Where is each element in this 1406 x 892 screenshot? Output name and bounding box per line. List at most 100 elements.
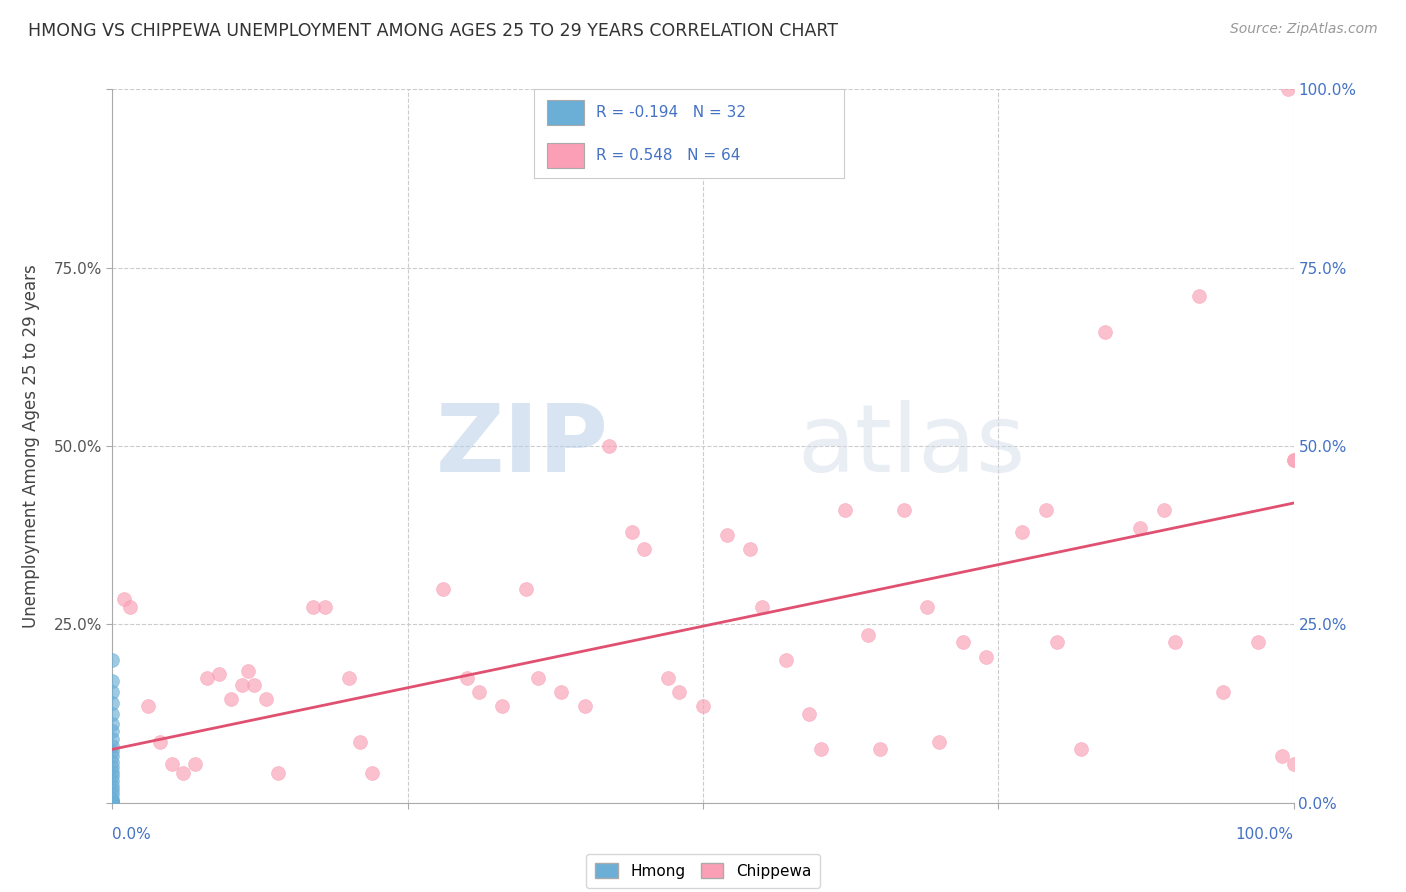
Point xyxy=(231,678,253,692)
Text: R = 0.548   N = 64: R = 0.548 N = 64 xyxy=(596,148,741,162)
Point xyxy=(456,671,478,685)
Point xyxy=(1271,749,1294,764)
Point xyxy=(172,765,194,780)
Point xyxy=(238,664,260,678)
Point xyxy=(574,699,596,714)
Point xyxy=(491,699,513,714)
Point xyxy=(101,755,124,769)
Point xyxy=(101,796,124,810)
Point xyxy=(101,787,124,801)
Point xyxy=(149,735,172,749)
Point xyxy=(302,599,325,614)
Point xyxy=(243,678,266,692)
Point xyxy=(349,735,371,749)
Point xyxy=(928,735,950,749)
Point xyxy=(775,653,797,667)
Point xyxy=(101,749,124,764)
Point xyxy=(1035,503,1057,517)
Point xyxy=(101,796,124,810)
Legend: Hmong, Chippewa: Hmong, Chippewa xyxy=(586,854,820,888)
Point xyxy=(101,779,124,793)
Point xyxy=(101,760,124,774)
Point xyxy=(1188,289,1211,303)
Point xyxy=(834,503,856,517)
Point xyxy=(952,635,974,649)
Point xyxy=(467,685,489,699)
Point xyxy=(101,795,124,809)
Text: Source: ZipAtlas.com: Source: ZipAtlas.com xyxy=(1230,22,1378,37)
Point xyxy=(267,765,290,780)
Point xyxy=(716,528,738,542)
Point xyxy=(208,667,231,681)
Point xyxy=(1282,453,1305,467)
Point xyxy=(1164,635,1187,649)
Point xyxy=(101,796,124,810)
Point xyxy=(101,796,124,810)
Text: 0.0%: 0.0% xyxy=(112,827,152,841)
Point xyxy=(120,599,142,614)
Point xyxy=(101,794,124,808)
Point xyxy=(1277,82,1299,96)
Point xyxy=(219,692,242,706)
Point xyxy=(432,582,454,596)
Point xyxy=(101,724,124,739)
Point xyxy=(1247,635,1270,649)
Text: atlas: atlas xyxy=(797,400,1026,492)
Point xyxy=(314,599,336,614)
Point xyxy=(101,796,124,810)
Point xyxy=(101,653,124,667)
Point xyxy=(751,599,773,614)
Point xyxy=(101,796,124,810)
Point xyxy=(515,582,537,596)
Text: HMONG VS CHIPPEWA UNEMPLOYMENT AMONG AGES 25 TO 29 YEARS CORRELATION CHART: HMONG VS CHIPPEWA UNEMPLOYMENT AMONG AGE… xyxy=(28,22,838,40)
Point xyxy=(101,744,124,758)
Point xyxy=(633,542,655,557)
Point xyxy=(101,731,124,746)
Y-axis label: Unemployment Among Ages 25 to 29 years: Unemployment Among Ages 25 to 29 years xyxy=(22,264,39,628)
Point xyxy=(160,756,183,771)
Point xyxy=(101,796,124,810)
FancyBboxPatch shape xyxy=(547,143,583,168)
Text: 100.0%: 100.0% xyxy=(1236,827,1294,841)
Point xyxy=(101,769,124,783)
Point xyxy=(1153,503,1175,517)
Point xyxy=(101,796,124,810)
Point xyxy=(136,699,159,714)
Point xyxy=(526,671,548,685)
Point xyxy=(1046,635,1069,649)
Point xyxy=(101,783,124,797)
Point xyxy=(254,692,277,706)
Point xyxy=(740,542,762,557)
Point xyxy=(101,706,124,721)
Point xyxy=(1094,325,1116,339)
Point xyxy=(101,791,124,805)
Point xyxy=(893,503,915,517)
Point xyxy=(668,685,690,699)
Point xyxy=(621,524,644,539)
Point xyxy=(101,774,124,789)
Point xyxy=(692,699,714,714)
Point xyxy=(1070,742,1092,756)
Point xyxy=(361,765,384,780)
Text: R = -0.194   N = 32: R = -0.194 N = 32 xyxy=(596,105,747,120)
FancyBboxPatch shape xyxy=(547,100,583,125)
Point xyxy=(112,592,135,607)
Point xyxy=(1212,685,1234,699)
Point xyxy=(657,671,679,685)
Point xyxy=(101,796,124,810)
Point xyxy=(1011,524,1033,539)
Text: ZIP: ZIP xyxy=(436,400,609,492)
Point xyxy=(1282,756,1305,771)
Point xyxy=(101,717,124,731)
Point xyxy=(101,685,124,699)
Point xyxy=(810,742,832,756)
Point xyxy=(858,628,880,642)
Point xyxy=(1282,453,1305,467)
Point xyxy=(799,706,821,721)
Point xyxy=(101,674,124,689)
Point xyxy=(1129,521,1152,535)
Point xyxy=(598,439,620,453)
Point xyxy=(976,649,998,664)
Point xyxy=(550,685,572,699)
Point xyxy=(101,696,124,710)
